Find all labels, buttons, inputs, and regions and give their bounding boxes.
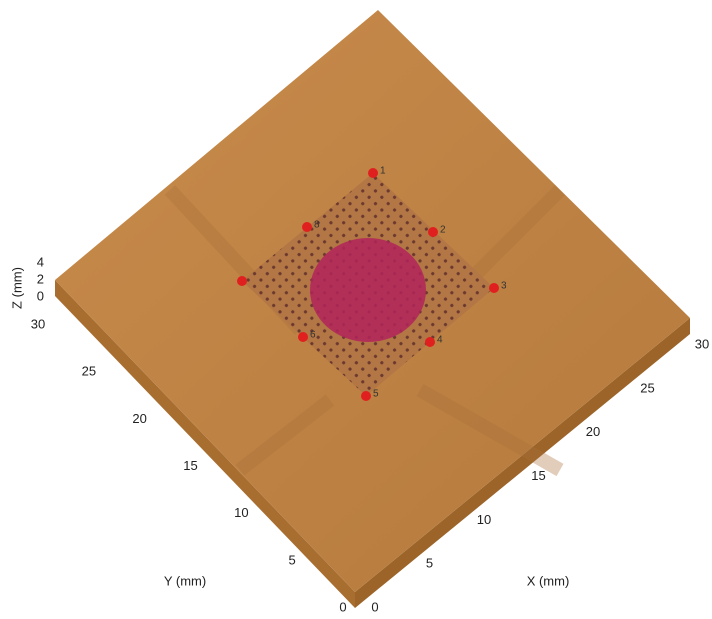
point-label: 8 [314, 220, 320, 231]
point-marker [361, 391, 371, 401]
x-axis-label: X (mm) [527, 573, 570, 588]
plate-side [355, 318, 690, 608]
point-label: 6 [310, 330, 316, 341]
x-tick-label: 15 [531, 468, 545, 483]
x-tick-label: 5 [426, 556, 433, 571]
y-tick-label: 5 [289, 552, 296, 567]
z-axis-label: Z (mm) [9, 267, 24, 309]
z-tick-label: 2 [37, 271, 44, 286]
x-tick-label: 30 [695, 336, 709, 351]
point-label: 3 [501, 281, 507, 292]
z-tick-label: 4 [37, 254, 44, 269]
point-label: 1 [380, 166, 386, 177]
plate-side [55, 280, 355, 608]
plate-groove [164, 185, 565, 477]
x-tick-label: 20 [586, 424, 600, 439]
point-marker [489, 283, 499, 293]
target-region [310, 238, 426, 342]
y-tick-label: 15 [183, 458, 197, 473]
z-tick-label: 0 [37, 288, 44, 303]
point-marker [298, 332, 308, 342]
x-tick-label: 25 [640, 380, 654, 395]
point-marker [368, 168, 378, 178]
point-marker [428, 227, 438, 237]
y-tick-label: 20 [132, 411, 146, 426]
y-tick-label: 10 [234, 505, 248, 520]
y-tick-label: 25 [82, 364, 96, 379]
y-tick-label: 30 [31, 316, 45, 331]
point-marker [237, 276, 247, 286]
y-tick-label: 0 [339, 599, 346, 614]
point-label: 5 [373, 389, 379, 400]
point-marker [302, 222, 312, 232]
point-label: 4 [437, 335, 443, 346]
x-tick-label: 10 [477, 512, 491, 527]
point-marker [425, 337, 435, 347]
y-axis-label: Y (mm) [164, 573, 206, 588]
x-tick-label: 0 [371, 599, 378, 614]
point-label: 2 [440, 225, 446, 236]
